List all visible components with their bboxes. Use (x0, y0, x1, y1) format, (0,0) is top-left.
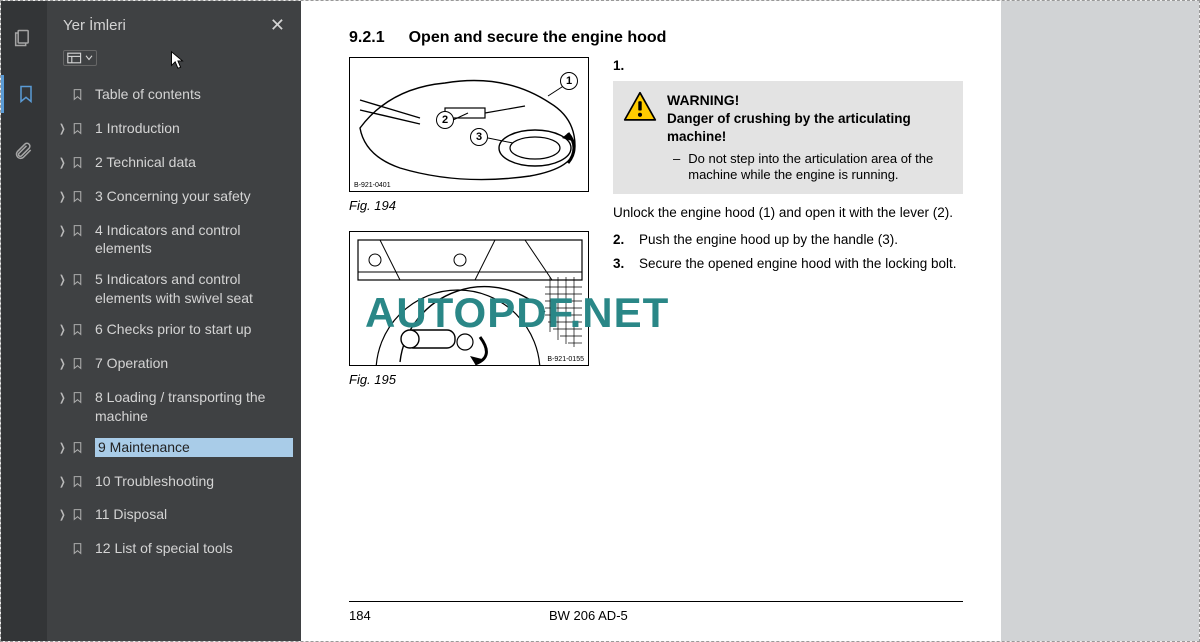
warning-bullet: Do not step into the articula­tion area … (688, 151, 951, 185)
bookmark-item[interactable]: ❯ 2 Technical data (47, 147, 301, 181)
section-title: Open and secure the engine hood (409, 29, 667, 47)
bookmark-label: 6 Checks prior to start up (95, 320, 293, 339)
step-text: Secure the opened engine hood with the l… (639, 255, 956, 273)
bookmark-icon (71, 85, 89, 107)
bookmark-item[interactable]: ❯ 10 Troubleshooting (47, 466, 301, 500)
bookmark-icon (71, 153, 89, 175)
cursor-icon (169, 50, 185, 75)
bookmark-label: 8 Loading / transporting the machine (95, 388, 293, 426)
bookmark-item[interactable]: ❯ 5 Indicators and control elements with … (47, 264, 301, 314)
bookmark-item[interactable]: ❯ 4 Indicators and control elements (47, 215, 301, 265)
expand-icon[interactable]: ❯ (59, 438, 69, 456)
figure-195: B-921-0155 (349, 231, 589, 366)
bookmarks-icon[interactable] (1, 75, 47, 113)
expand-icon[interactable]: ❯ (59, 388, 69, 406)
bookmark-item[interactable]: Table of contents (47, 79, 301, 113)
callout-1: 1 (560, 72, 578, 90)
figure-caption: Fig. 194 (349, 198, 595, 213)
step-number: 2. (613, 231, 629, 249)
page-number: 184 (349, 608, 549, 623)
step-number: 3. (613, 255, 629, 273)
expand-icon[interactable]: ❯ (59, 320, 69, 338)
page-footer: 184 BW 206 AD-5 (349, 601, 963, 623)
bookmark-item[interactable]: ❯ 11 Disposal (47, 499, 301, 533)
expand-icon[interactable]: ❯ (59, 153, 69, 171)
expand-icon[interactable]: ❯ (59, 270, 69, 288)
expand-icon[interactable]: ❯ (59, 505, 69, 523)
bookmark-item[interactable]: 12 List of special tools (47, 533, 301, 567)
bookmark-label: 9 Maintenance (95, 438, 293, 457)
bookmark-label: 2 Technical data (95, 153, 293, 172)
bookmark-item[interactable]: ❯ 6 Checks prior to start up (47, 314, 301, 348)
warning-icon (623, 91, 657, 121)
expand-icon (59, 85, 69, 88)
bookmark-label: 10 Troubleshooting (95, 472, 293, 491)
bookmark-icon (71, 119, 89, 141)
model-number: BW 206 AD-5 (549, 608, 628, 623)
bookmark-options-button[interactable] (63, 50, 97, 66)
warning-subtitle: Danger of crushing by the articulating m… (667, 110, 951, 146)
bookmark-icon (71, 388, 89, 410)
expand-icon[interactable]: ❯ (59, 187, 69, 205)
bookmark-label: Table of contents (95, 85, 293, 104)
bookmark-item[interactable]: ❯ 9 Maintenance (47, 432, 301, 466)
bookmark-item[interactable]: ❯ 3 Concerning your safety (47, 181, 301, 215)
expand-icon[interactable]: ❯ (59, 472, 69, 490)
bookmark-icon (71, 438, 89, 460)
bookmark-icon (71, 221, 89, 243)
pdf-page: 9.2.1 Open and secure the engine hood (301, 1, 1001, 641)
expand-icon (59, 539, 69, 542)
left-toolbar (1, 1, 47, 641)
bookmark-list: Table of contents ❯ 1 Introduction ❯ 2 Techn… (47, 79, 301, 641)
bookmark-icon (71, 472, 89, 494)
warning-title: WARNING! (667, 91, 951, 110)
expand-icon[interactable]: ❯ (59, 221, 69, 239)
bookmark-label: 1 Introduction (95, 119, 293, 138)
step-text: Push the engine hood up by the handle (3… (639, 231, 898, 249)
bookmark-icon (71, 320, 89, 342)
bookmark-item[interactable]: ❯ 1 Introduction (47, 113, 301, 147)
thumbnails-icon[interactable] (1, 19, 47, 57)
section-number: 9.2.1 (349, 29, 385, 47)
bookmark-icon (71, 354, 89, 376)
expand-icon[interactable]: ❯ (59, 119, 69, 137)
callout-2: 2 (436, 111, 454, 129)
warning-box: WARNING! Danger of crushing by the artic… (613, 81, 963, 194)
step-1-text: Unlock the engine hood (1) and open it w… (613, 204, 963, 222)
bookmark-icon (71, 539, 89, 561)
bookmarks-panel: Yer İmleri ✕ Table of contents ❯ 1 Introdu… (47, 1, 301, 641)
attachments-icon[interactable] (1, 131, 47, 169)
expand-icon[interactable]: ❯ (59, 354, 69, 372)
bookmark-label: 12 List of special tools (95, 539, 293, 558)
figure-code: B-921-0401 (354, 182, 391, 189)
callout-3: 3 (470, 128, 488, 146)
figure-caption: Fig. 195 (349, 372, 595, 387)
close-icon[interactable]: ✕ (270, 15, 285, 36)
bookmark-label: 3 Concerning your safety (95, 187, 293, 206)
bookmark-label: 11 Disposal (95, 505, 293, 524)
panel-title: Yer İmleri (63, 17, 126, 34)
bookmark-item[interactable]: ❯ 7 Operation (47, 348, 301, 382)
bookmark-label: 5 Indicators and control elements with s… (95, 270, 293, 308)
figure-code: B-921-0155 (547, 356, 584, 363)
document-viewport[interactable]: AUTOPDF.NET 9.2.1 Open and secure the en… (301, 1, 1199, 641)
bookmark-icon (71, 505, 89, 527)
bookmark-item[interactable]: ❯ 8 Loading / transporting the machine (47, 382, 301, 432)
bookmark-icon (71, 187, 89, 209)
figure-194: 1 2 3 B-921-0401 (349, 57, 589, 192)
bookmark-label: 7 Operation (95, 354, 293, 373)
step-number: 1. (613, 57, 629, 75)
bookmark-label: 4 Indicators and control elements (95, 221, 293, 259)
bookmark-icon (71, 270, 89, 292)
